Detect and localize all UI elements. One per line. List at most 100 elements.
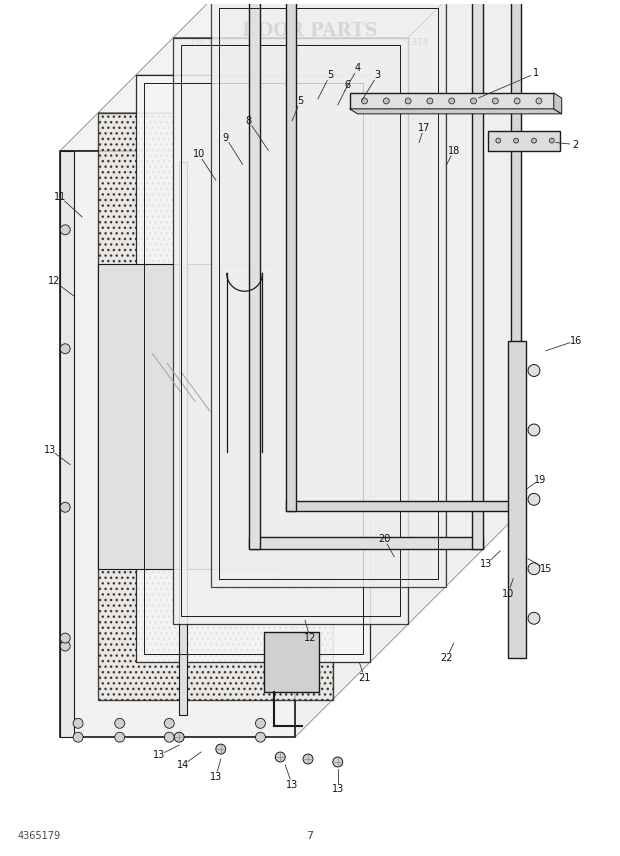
Text: 13: 13 [44, 445, 56, 455]
Polygon shape [179, 163, 187, 716]
Polygon shape [489, 131, 560, 151]
Polygon shape [511, 0, 521, 511]
Polygon shape [136, 75, 371, 662]
Text: 13: 13 [480, 559, 492, 568]
Circle shape [427, 98, 433, 104]
Text: 7: 7 [306, 831, 314, 841]
Polygon shape [295, 113, 333, 737]
Circle shape [60, 344, 70, 354]
Circle shape [405, 98, 411, 104]
Circle shape [333, 757, 343, 767]
Polygon shape [484, 0, 521, 549]
Circle shape [115, 732, 125, 742]
Polygon shape [98, 113, 333, 699]
Text: 8: 8 [246, 116, 252, 126]
Circle shape [528, 424, 540, 436]
Text: 2: 2 [572, 140, 578, 150]
Polygon shape [333, 75, 371, 699]
Polygon shape [350, 93, 554, 109]
Text: 12: 12 [48, 276, 61, 286]
Polygon shape [286, 0, 296, 511]
Polygon shape [98, 75, 371, 113]
Text: 5: 5 [327, 70, 333, 80]
Circle shape [471, 98, 477, 104]
Circle shape [361, 98, 368, 104]
Circle shape [531, 138, 536, 143]
Text: 10: 10 [193, 150, 205, 159]
Circle shape [496, 138, 501, 143]
Polygon shape [249, 537, 484, 549]
Text: 1: 1 [533, 68, 539, 78]
Circle shape [383, 98, 389, 104]
Polygon shape [508, 341, 526, 658]
Text: 9: 9 [223, 133, 229, 143]
Polygon shape [173, 0, 446, 38]
Text: 3: 3 [374, 70, 381, 80]
Text: 13: 13 [332, 784, 344, 794]
Circle shape [115, 718, 125, 728]
Circle shape [536, 98, 542, 104]
Text: 6: 6 [345, 80, 351, 90]
Text: For Model:  GS395LE32A, GS395LE3E4, GS395LE3T4: For Model: GS395LE32A, GS395LE3E4, GS395… [192, 38, 428, 46]
Polygon shape [350, 109, 562, 114]
Text: 18: 18 [448, 146, 460, 156]
Circle shape [549, 138, 554, 143]
Text: (Designer Almond)    (Black)         (Biscuit): (Designer Almond) (Black) (Biscuit) [221, 50, 399, 58]
Polygon shape [408, 0, 446, 624]
Circle shape [164, 718, 174, 728]
Circle shape [492, 98, 498, 104]
Polygon shape [211, 0, 446, 586]
Polygon shape [136, 38, 408, 75]
Text: eReplacementParts.com: eReplacementParts.com [234, 424, 386, 437]
Polygon shape [173, 38, 408, 624]
Text: 14: 14 [177, 760, 189, 770]
Polygon shape [264, 632, 319, 692]
Circle shape [73, 732, 83, 742]
Text: 12: 12 [304, 633, 316, 643]
Polygon shape [98, 265, 277, 568]
Polygon shape [60, 151, 295, 737]
Polygon shape [554, 93, 562, 114]
Circle shape [216, 744, 226, 754]
Circle shape [60, 633, 70, 643]
Text: 17: 17 [418, 122, 430, 133]
Text: 4: 4 [355, 63, 361, 74]
Polygon shape [371, 38, 408, 662]
Circle shape [164, 732, 174, 742]
Polygon shape [472, 0, 484, 549]
Circle shape [528, 612, 540, 624]
Circle shape [514, 98, 520, 104]
Circle shape [275, 752, 285, 762]
Circle shape [528, 493, 540, 505]
Text: 15: 15 [539, 564, 552, 574]
Circle shape [255, 732, 265, 742]
Circle shape [303, 754, 313, 764]
Circle shape [73, 718, 83, 728]
Circle shape [174, 732, 184, 742]
Text: 13: 13 [210, 772, 222, 782]
Text: DOOR PARTS: DOOR PARTS [242, 21, 378, 39]
Circle shape [528, 365, 540, 377]
Text: 13: 13 [286, 780, 298, 790]
Circle shape [60, 225, 70, 235]
Text: 4365179: 4365179 [17, 831, 61, 841]
Circle shape [449, 98, 454, 104]
Text: 22: 22 [441, 653, 453, 663]
Polygon shape [60, 113, 333, 151]
Text: 19: 19 [534, 474, 546, 484]
Circle shape [60, 641, 70, 651]
Circle shape [513, 138, 518, 143]
Text: 11: 11 [54, 192, 66, 202]
Polygon shape [286, 502, 521, 511]
Text: 16: 16 [570, 336, 582, 346]
Text: 20: 20 [378, 534, 391, 544]
Text: 5: 5 [297, 96, 303, 106]
Circle shape [60, 502, 70, 512]
Text: 13: 13 [153, 750, 166, 760]
Polygon shape [60, 151, 74, 737]
Circle shape [528, 562, 540, 574]
Polygon shape [446, 0, 484, 586]
Text: 21: 21 [358, 673, 371, 683]
Text: 10: 10 [502, 589, 515, 598]
Polygon shape [249, 0, 260, 549]
